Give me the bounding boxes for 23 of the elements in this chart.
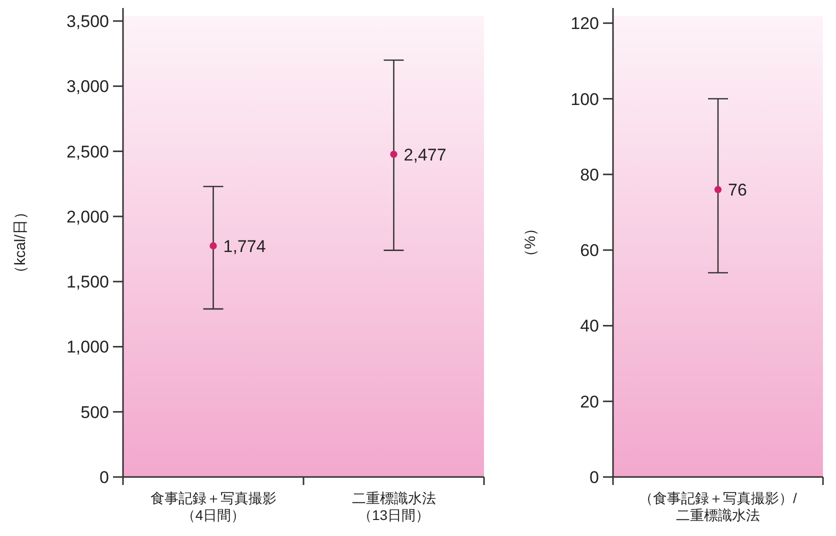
y-tick-label: 20 (580, 392, 599, 412)
y-tick-label: 80 (580, 165, 599, 184)
y-tick-label: 3,000 (66, 77, 109, 96)
y-tick-label: 2,500 (66, 142, 109, 162)
y-tick-label: 100 (570, 90, 599, 109)
y-tick-label: 60 (580, 241, 599, 260)
data-label: 76 (728, 180, 747, 200)
x-tick-label: 二重標識水法（13日間） (352, 490, 436, 523)
y-tick-label: 3,500 (66, 12, 109, 32)
y-axis-title: （kcal/日） (12, 204, 29, 280)
x-tick-label: 食事記録＋写真撮影（4日間） (150, 490, 276, 523)
y-axis-title: （%） (522, 220, 539, 264)
data-label: 2,477 (404, 145, 446, 164)
y-tick-label: 2,000 (66, 207, 109, 226)
y-tick-label: 0 (100, 468, 109, 487)
data-label: 1,774 (223, 236, 266, 256)
y-tick-label: 1,000 (66, 338, 109, 357)
y-tick-label: 40 (580, 316, 599, 336)
y-tick-label: 0 (590, 468, 599, 487)
y-tick-label: 120 (570, 14, 599, 34)
x-tick-label: （食事記録＋写真撮影）/二重標識水法 (639, 490, 798, 523)
y-tick-label: 500 (80, 402, 109, 422)
y-tick-label: 1,500 (66, 272, 109, 292)
